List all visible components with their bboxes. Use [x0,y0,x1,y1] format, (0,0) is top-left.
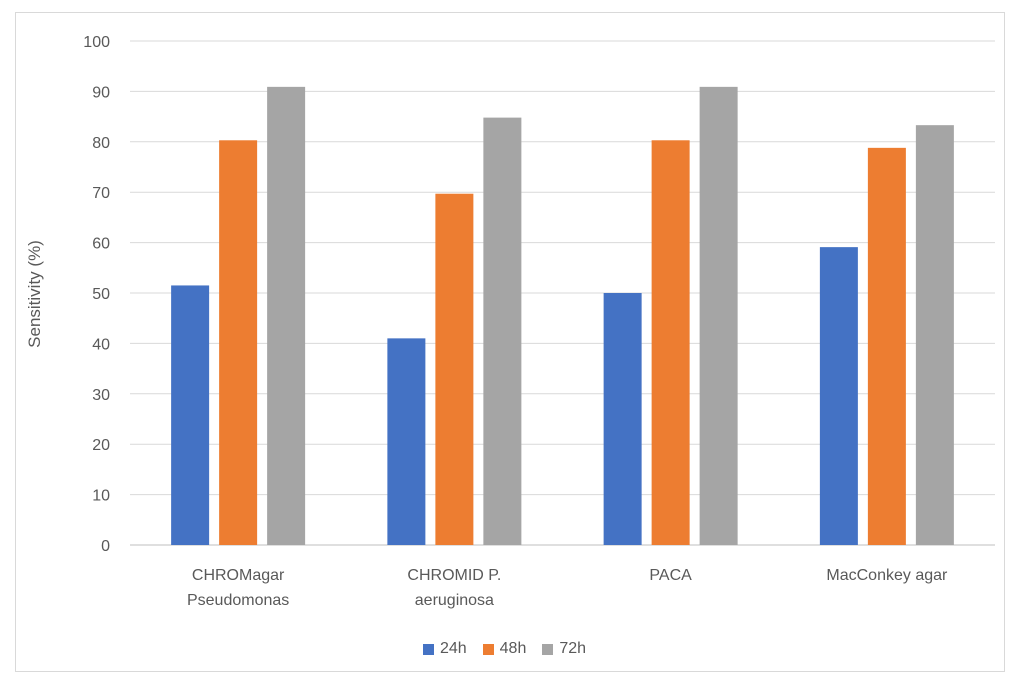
y-tick-label: 10 [92,488,110,505]
y-tick-label: 100 [83,34,110,51]
category-label: Pseudomonas [187,592,289,609]
legend-swatch [482,643,494,655]
legend-swatch [422,643,434,655]
y-tick-label: 20 [92,437,110,454]
bar-24h-2 [603,293,642,545]
y-axis-label: Sensitivity (%) [25,240,44,348]
y-axis-ticks: 0 10 20 30 40 50 60 70 80 90 100 [83,34,110,555]
category-label: MacConkey agar [826,567,948,584]
category-label: CHROMID P. [407,567,501,584]
gridlines [130,40,995,546]
bar-24h-1 [387,338,426,545]
y-tick-label: 40 [92,336,110,353]
bar-24h-0 [171,285,210,545]
y-tick-label: 80 [92,135,110,152]
chart-frame [15,12,1005,672]
legend-label: 24h [439,640,467,657]
category-label: PACA [649,567,692,584]
bar-48h-1 [435,193,474,545]
y-tick-label: 60 [92,236,110,253]
bar-48h-2 [651,140,690,545]
legend-item-48h: 48h [482,640,527,658]
y-tick-label: 90 [92,84,110,101]
bar-48h-0 [219,140,258,545]
bar-72h-0 [267,86,306,545]
category-label: CHROMagar [192,567,285,584]
legend-label: 48h [499,640,527,657]
y-tick-label: 70 [92,185,110,202]
bar-48h-3 [867,147,906,545]
category-label: aeruginosa [415,592,494,609]
bar-24h-3 [819,247,858,546]
y-tick-label: 0 [101,538,110,555]
bar-72h-1 [483,117,522,545]
legend-swatch [542,643,554,655]
bars [171,86,954,546]
legend-label: 72h [559,640,587,657]
legend-item-24h: 24h [422,640,467,658]
x-axis-categories: CHROMagar Pseudomonas CHROMID P. aeruginosa… [187,567,948,609]
y-tick-label: 50 [92,286,110,303]
legend: 24h 48h 72h [0,640,1009,658]
legend-item-72h: 72h [542,640,586,658]
bar-72h-2 [699,86,738,545]
bar-72h-3 [915,125,954,545]
y-tick-label: 30 [92,387,110,404]
